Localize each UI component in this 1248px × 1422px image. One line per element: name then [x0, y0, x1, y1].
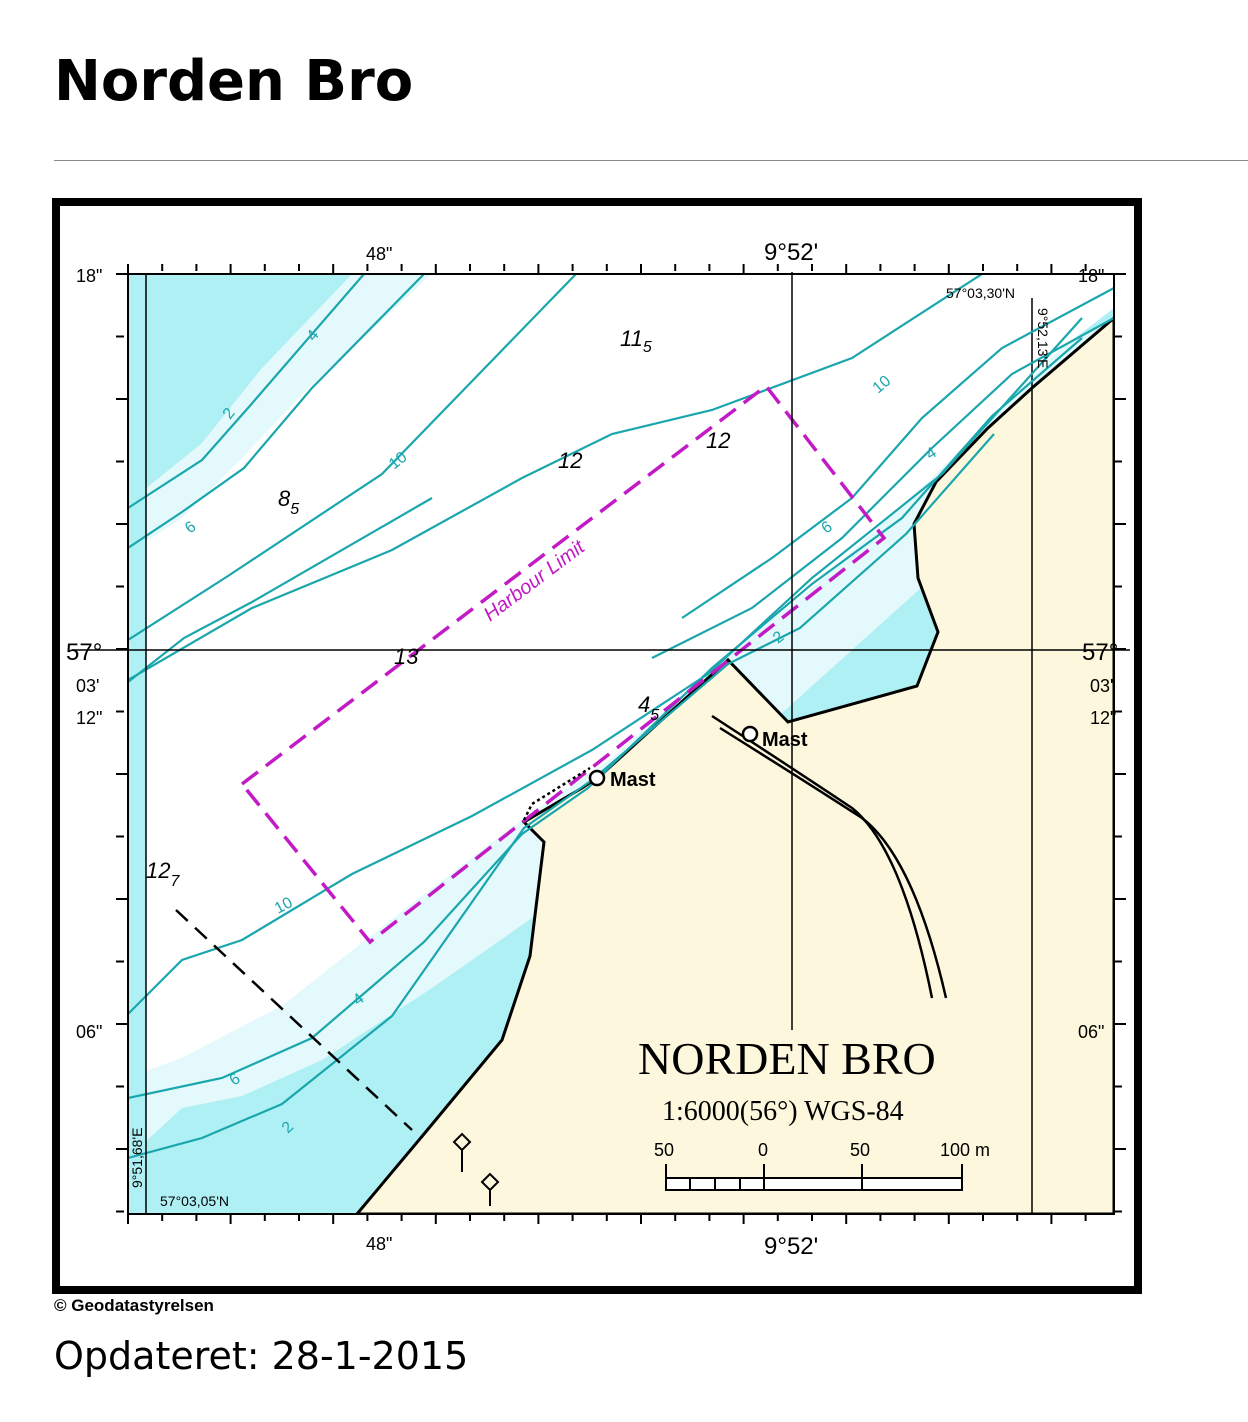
- land-area: [355, 316, 1114, 1214]
- contour-4-mid: [128, 337, 1083, 1100]
- grid-label-top-right: 18": [1078, 266, 1104, 286]
- updated-line: Opdateret: 28-1-2015: [54, 1334, 480, 1378]
- mast-symbol-west: [588, 769, 606, 787]
- depth-sounding: 12: [706, 428, 730, 453]
- contour-6-w: [128, 497, 433, 683]
- grid-label-bottom-lon-sec: 48": [366, 1234, 392, 1254]
- scale-label: 50: [654, 1140, 674, 1160]
- grid-label-right-min: 03': [1090, 676, 1113, 696]
- depth-sounding: 115: [620, 326, 652, 356]
- updated-date: 28-1-2015: [271, 1334, 469, 1378]
- contour-label: 10: [272, 894, 296, 917]
- cable-line: [175, 909, 413, 1131]
- grid-label-left-min: 03': [76, 676, 99, 696]
- map-scale-text: 1:6000(56°) WGS-84: [662, 1096, 904, 1127]
- depth-sounding: 85: [278, 486, 299, 518]
- contour-4-nw: [128, 274, 425, 549]
- grid-label-bottom-lon-deg: 9°52': [764, 1233, 818, 1260]
- scale-bar: 50 0 50 100 m: [654, 1140, 990, 1191]
- corner-label-nw: 57°03,30'N: [946, 285, 1015, 301]
- contour-6-mid: [128, 317, 1083, 1015]
- beacon-icon: [452, 1132, 500, 1206]
- mast-label-west: Mast: [610, 769, 656, 791]
- mast-symbol-east: [741, 725, 759, 743]
- scale-label: 0: [758, 1140, 768, 1160]
- updated-label: Opdateret:: [54, 1334, 260, 1378]
- neat-line: [127, 273, 1115, 1215]
- corner-label-sw-lon: 9°51,68'E: [129, 1128, 145, 1188]
- page-title: Norden Bro: [54, 49, 414, 114]
- grid-label-left-deg: 57°: [66, 639, 102, 666]
- contour-6-coast: [651, 317, 1114, 659]
- shallow-water-nw: [128, 274, 352, 503]
- grid-label-top-lon-deg: 9°52': [764, 239, 818, 266]
- contour-10-upper: [681, 287, 1114, 619]
- shallow-west-strip: [128, 274, 146, 1214]
- road-line-2: [719, 726, 948, 999]
- depth-sounding: 45: [638, 692, 659, 724]
- depth-sounding: 13: [394, 644, 419, 669]
- contour-2-nw: [128, 274, 365, 509]
- grid-label-left-bottom: 06": [76, 1022, 102, 1042]
- grid-label-left-sec: 12": [76, 708, 102, 728]
- map-name: NORDEN BRO: [638, 1033, 936, 1084]
- mid-depth-water: [128, 318, 1114, 1158]
- grid-label-top-lon-sec: 48": [366, 244, 392, 264]
- scale-label: 100 m: [940, 1140, 990, 1160]
- harbour-limit: [239, 383, 887, 945]
- grid-label-right-sec: 12": [1090, 708, 1116, 728]
- contour-10-mid: [128, 274, 983, 681]
- corner-label-sw-lat: 57°03,05'N: [160, 1193, 229, 1209]
- title-divider: [54, 160, 1248, 161]
- road-line: [711, 714, 934, 999]
- depth-sounding: 12: [558, 448, 582, 473]
- grid-label-top-left: 18": [76, 266, 102, 286]
- mast-label-east: Mast: [762, 729, 808, 751]
- grid-label-right-bottom: 06": [1078, 1022, 1104, 1042]
- nautical-chart: Mast Mast 115 12 12 85 13 45 127 2 4 6 1…: [52, 198, 1142, 1294]
- contour-10-nw: [128, 274, 577, 641]
- corner-label-ne-lon: 9°52,13'E: [1035, 308, 1051, 368]
- depth-sounding: 127: [146, 858, 180, 890]
- contour-2-mid: [128, 433, 995, 1160]
- scale-label: 50: [850, 1140, 870, 1160]
- grid-label-right-deg: 57°: [1082, 639, 1118, 666]
- copyright-notice: © Geodatastyrelsen: [54, 1296, 214, 1315]
